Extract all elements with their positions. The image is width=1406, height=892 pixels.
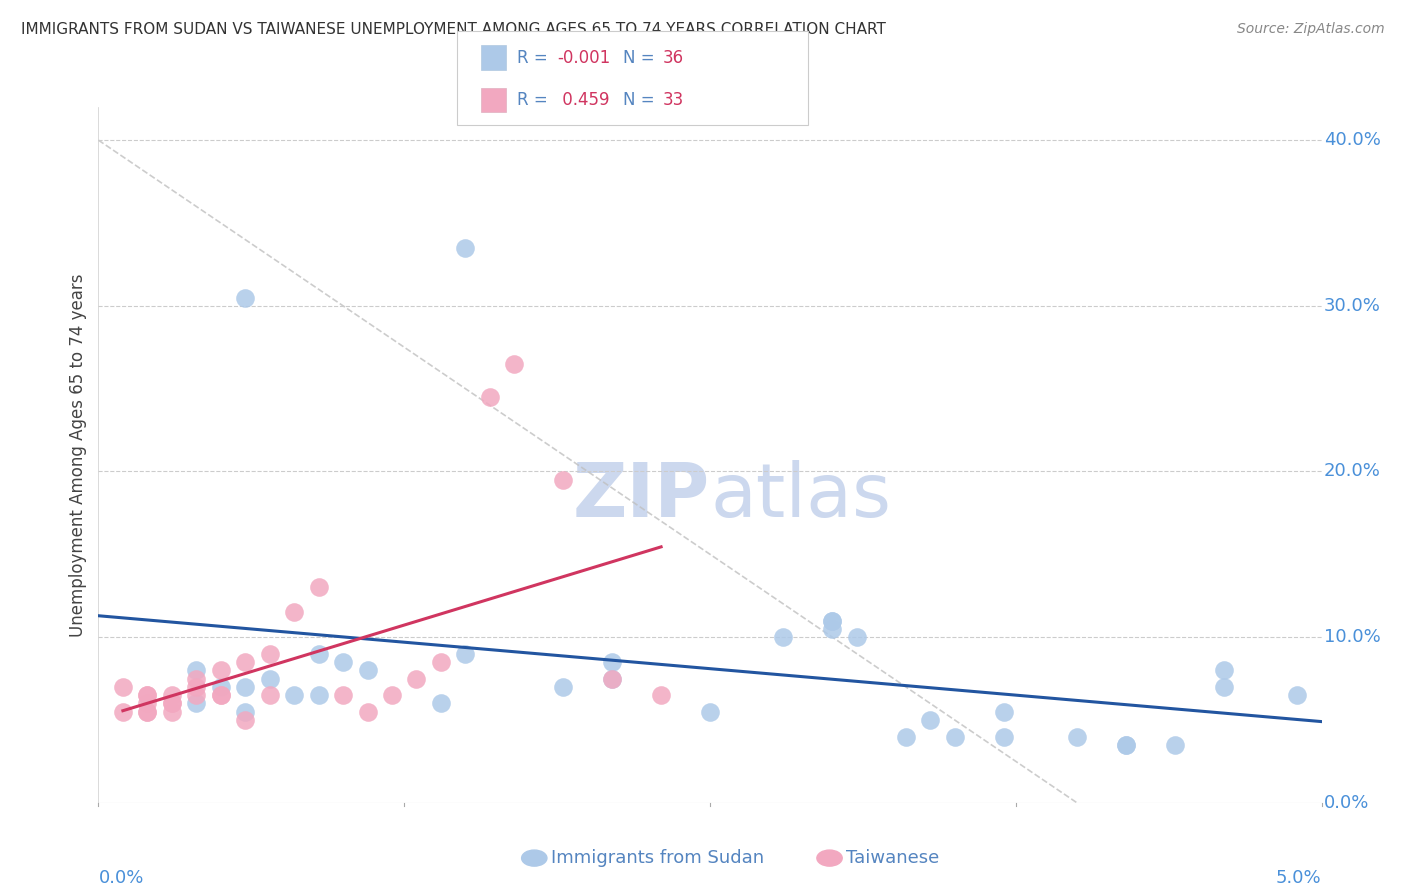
Point bbox=[209, 688, 232, 702]
Point bbox=[993, 730, 1015, 744]
Point bbox=[136, 705, 159, 719]
Point bbox=[209, 688, 232, 702]
Point bbox=[136, 688, 159, 702]
Text: 40.0%: 40.0% bbox=[1324, 131, 1381, 149]
Text: ZIP: ZIP bbox=[572, 460, 710, 533]
Point bbox=[186, 688, 208, 702]
Point bbox=[233, 705, 256, 719]
Point bbox=[259, 647, 281, 661]
Point bbox=[920, 713, 942, 727]
Point bbox=[209, 663, 232, 677]
Text: Immigrants from Sudan: Immigrants from Sudan bbox=[551, 849, 765, 867]
Point bbox=[233, 291, 256, 305]
Point bbox=[332, 688, 354, 702]
Point bbox=[1212, 663, 1234, 677]
Point bbox=[136, 705, 159, 719]
Point bbox=[430, 655, 453, 669]
Point bbox=[845, 630, 868, 644]
Point bbox=[821, 614, 844, 628]
Point bbox=[160, 705, 183, 719]
Point bbox=[600, 672, 623, 686]
Point bbox=[430, 697, 453, 711]
Text: 0.0%: 0.0% bbox=[98, 869, 143, 887]
Point bbox=[1115, 738, 1137, 752]
Point bbox=[894, 730, 917, 744]
Point bbox=[308, 688, 330, 702]
Y-axis label: Unemployment Among Ages 65 to 74 years: Unemployment Among Ages 65 to 74 years bbox=[69, 273, 87, 637]
Point bbox=[600, 655, 623, 669]
Text: 20.0%: 20.0% bbox=[1324, 462, 1381, 481]
Point bbox=[1066, 730, 1088, 744]
Point bbox=[821, 622, 844, 636]
Point bbox=[111, 680, 134, 694]
Point bbox=[821, 614, 844, 628]
Point bbox=[1212, 680, 1234, 694]
Text: 0.459: 0.459 bbox=[557, 91, 609, 109]
Text: Source: ZipAtlas.com: Source: ZipAtlas.com bbox=[1237, 22, 1385, 37]
Point bbox=[356, 663, 378, 677]
Text: 10.0%: 10.0% bbox=[1324, 628, 1381, 646]
Point bbox=[259, 672, 281, 686]
Text: 5.0%: 5.0% bbox=[1277, 869, 1322, 887]
Text: 30.0%: 30.0% bbox=[1324, 297, 1381, 315]
Point bbox=[1286, 688, 1309, 702]
Point bbox=[233, 680, 256, 694]
Text: R =: R = bbox=[517, 91, 554, 109]
Point bbox=[553, 680, 575, 694]
Point bbox=[186, 663, 208, 677]
Point bbox=[259, 688, 281, 702]
Point bbox=[454, 241, 477, 255]
Point bbox=[136, 697, 159, 711]
Point bbox=[503, 357, 526, 371]
Text: 36: 36 bbox=[662, 49, 683, 67]
Point bbox=[699, 705, 721, 719]
Point bbox=[283, 605, 305, 619]
Point bbox=[160, 697, 183, 711]
Point bbox=[650, 688, 672, 702]
Text: IMMIGRANTS FROM SUDAN VS TAIWANESE UNEMPLOYMENT AMONG AGES 65 TO 74 YEARS CORREL: IMMIGRANTS FROM SUDAN VS TAIWANESE UNEMP… bbox=[21, 22, 886, 37]
Point bbox=[772, 630, 794, 644]
Point bbox=[233, 655, 256, 669]
Point bbox=[233, 713, 256, 727]
Point bbox=[308, 581, 330, 595]
Point bbox=[478, 390, 501, 404]
Point bbox=[553, 473, 575, 487]
Text: 0.0%: 0.0% bbox=[1324, 794, 1369, 812]
Point bbox=[454, 647, 477, 661]
Point bbox=[160, 688, 183, 702]
Point bbox=[186, 680, 208, 694]
Point bbox=[186, 672, 208, 686]
Text: atlas: atlas bbox=[710, 460, 891, 533]
Text: N =: N = bbox=[623, 91, 659, 109]
Text: -0.001: -0.001 bbox=[557, 49, 610, 67]
Text: R =: R = bbox=[517, 49, 554, 67]
Point bbox=[283, 688, 305, 702]
Point bbox=[1115, 738, 1137, 752]
Point bbox=[136, 688, 159, 702]
Point bbox=[943, 730, 966, 744]
Point bbox=[405, 672, 427, 686]
Point bbox=[332, 655, 354, 669]
Text: N =: N = bbox=[623, 49, 659, 67]
Point bbox=[308, 647, 330, 661]
Point bbox=[993, 705, 1015, 719]
Text: Taiwanese: Taiwanese bbox=[846, 849, 939, 867]
Point bbox=[186, 697, 208, 711]
Point bbox=[381, 688, 404, 702]
Point bbox=[356, 705, 378, 719]
Point bbox=[209, 680, 232, 694]
Point bbox=[160, 697, 183, 711]
Point bbox=[111, 705, 134, 719]
Text: 33: 33 bbox=[662, 91, 683, 109]
Point bbox=[1164, 738, 1187, 752]
Point bbox=[600, 672, 623, 686]
